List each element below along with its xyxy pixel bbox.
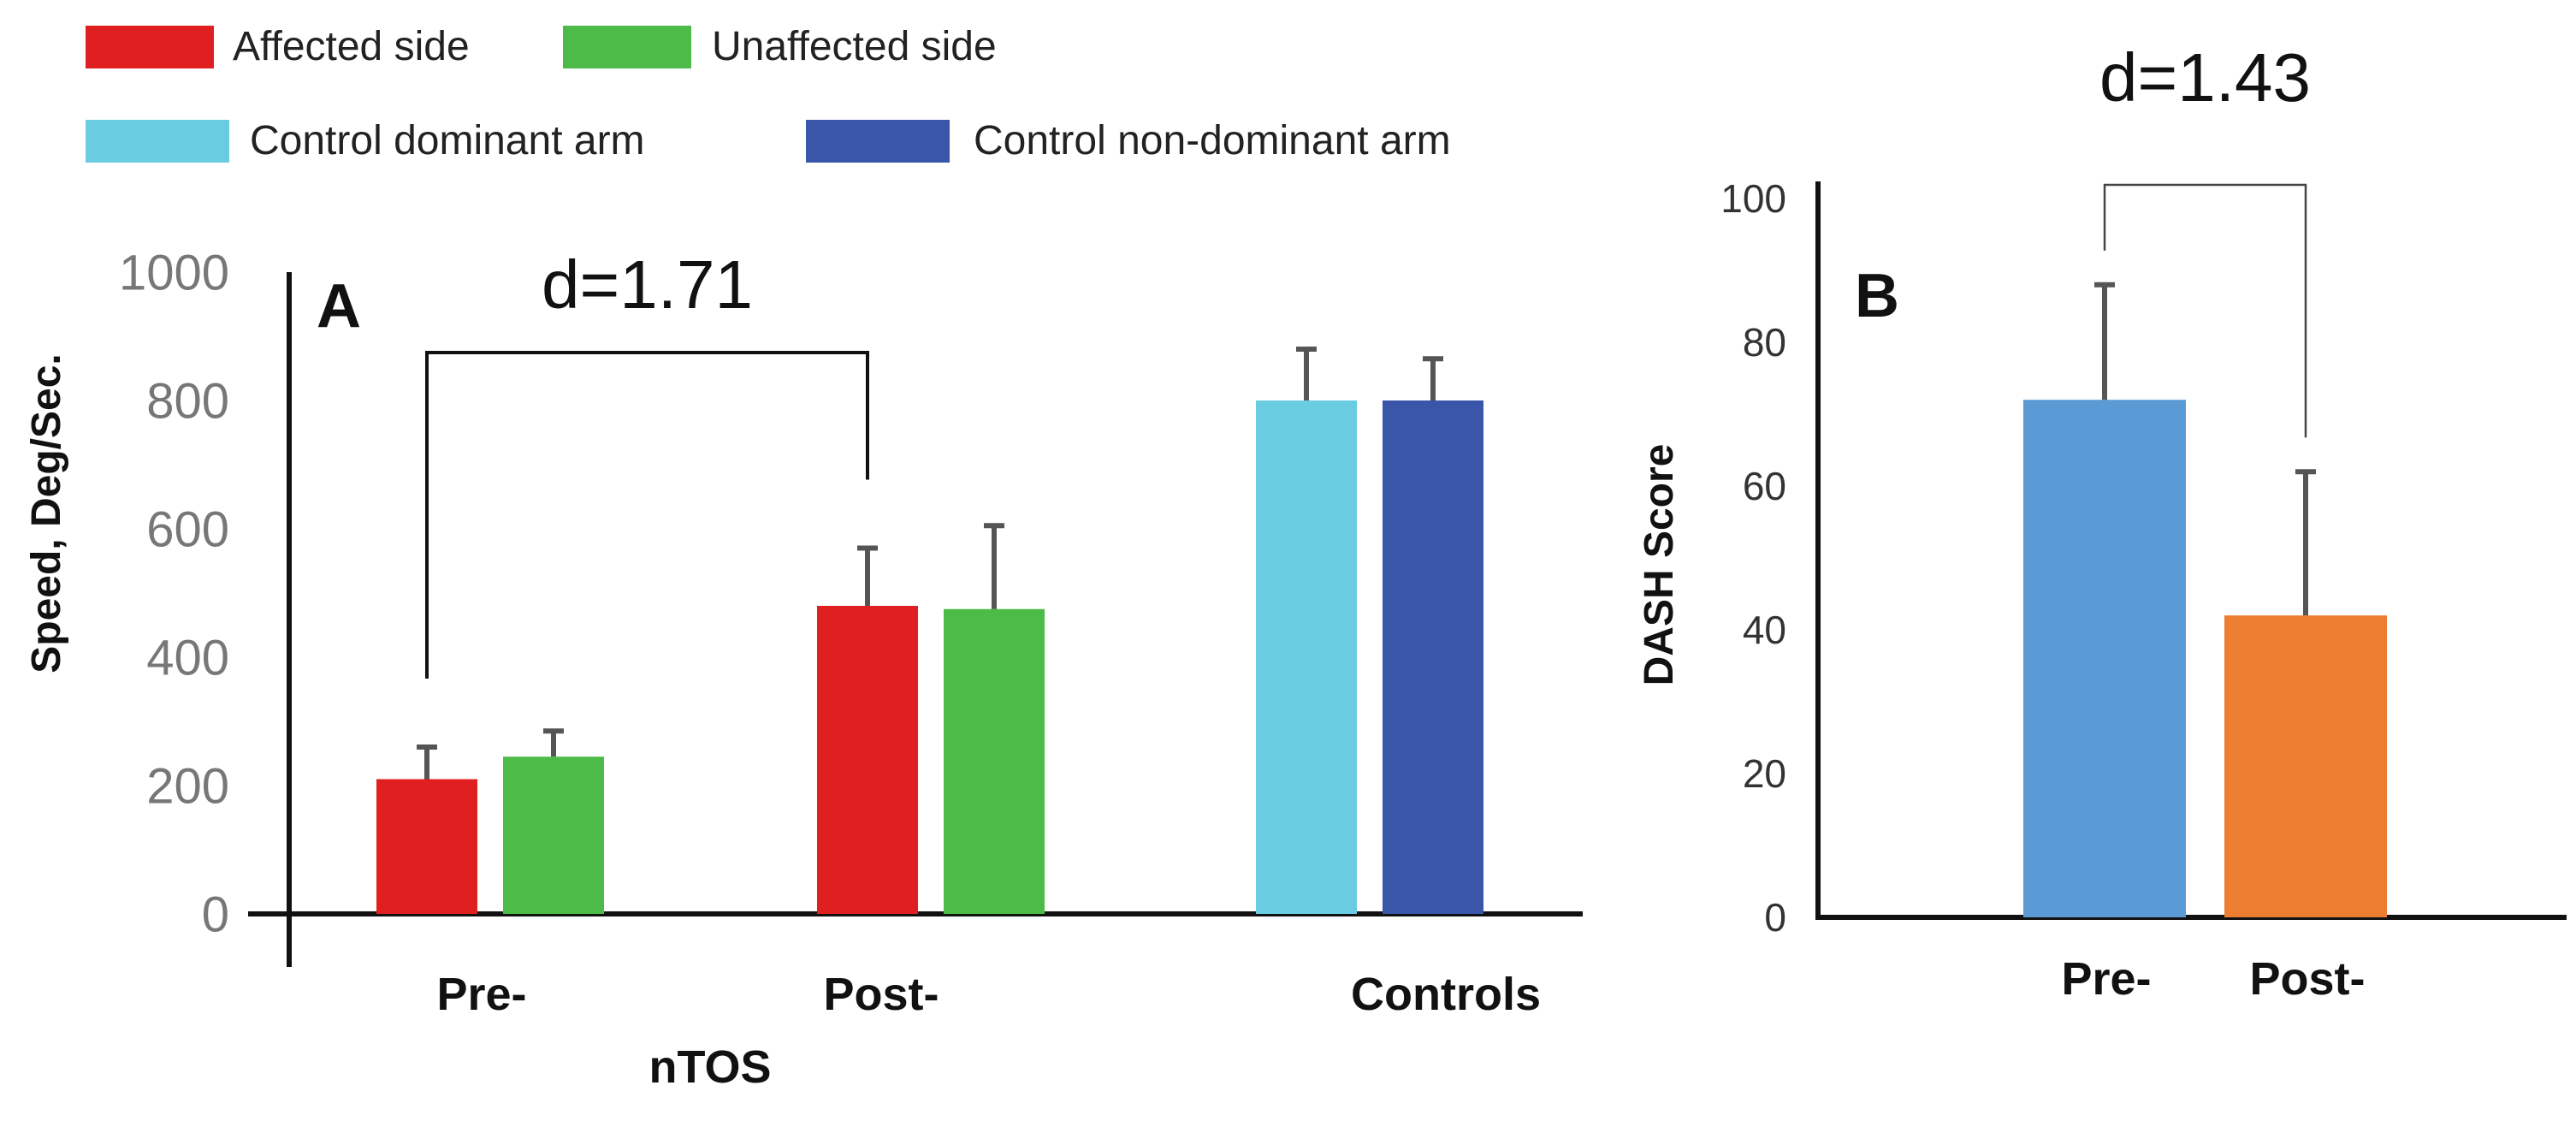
legend-swatch-unaffected — [563, 26, 691, 68]
panel-a-significance-bracket — [425, 351, 869, 679]
panel-b: B 0 20 40 60 80 100 DASH Score d=1.43 Pre- Pos… — [1637, 39, 2567, 1005]
panel-b-x-label: Post- — [2250, 953, 2366, 1005]
panel-a-y-tick-label: 0 — [202, 887, 229, 942]
panel-a-x-labels: Pre- Post- Controls — [436, 969, 1541, 1020]
panel-a-bar — [503, 756, 604, 914]
legend-swatch-affected — [86, 26, 214, 68]
panel-a-y-tick-label: 800 — [146, 373, 229, 429]
legend-label-control-nondominant: Control non-dominant arm — [974, 118, 1451, 163]
panel-b-label: B — [1855, 262, 1899, 330]
panel-b-x-labels: Pre- Post- — [2061, 953, 2365, 1005]
panel-b-y-tick-label: 60 — [1743, 464, 1786, 508]
legend-label-affected: Affected side — [233, 24, 470, 69]
panel-b-y-ticks: 0 20 40 60 80 100 — [1720, 176, 1786, 940]
legend: Affected side Unaffected side Control do… — [86, 24, 1451, 163]
legend-label-control-dominant: Control dominant arm — [250, 118, 645, 163]
panel-b-significance-bracket — [2103, 183, 2307, 438]
panel-a-error-bars — [417, 347, 1443, 780]
panel-a-x-label: Post- — [824, 969, 939, 1020]
panel-a: A 0 200 400 600 800 1000 Speed, Deg/Sec. d=1.… — [24, 245, 1583, 1093]
panel-a-group-title: nTOS — [648, 1041, 771, 1093]
panel-a-bar — [1256, 400, 1357, 914]
panel-b-y-tick-label: 20 — [1743, 751, 1786, 796]
legend-swatch-control-dominant — [86, 120, 229, 163]
panel-b-annotation: d=1.43 — [2099, 39, 2311, 438]
panel-a-effect-size: d=1.71 — [542, 246, 753, 323]
panel-a-label: A — [317, 272, 361, 341]
panel-a-bars — [376, 400, 1483, 914]
panel-a-y-tick-label: 1000 — [119, 245, 229, 300]
panel-a-y-tick-label: 200 — [146, 758, 229, 814]
panel-a-y-tick-label: 400 — [146, 630, 229, 685]
panel-b-y-tick-label: 40 — [1743, 608, 1786, 652]
panel-a-y-ticks: 0 200 400 600 800 1000 — [119, 245, 229, 942]
panel-a-x-label: Pre- — [436, 969, 526, 1020]
panel-a-x-label: Controls — [1351, 969, 1541, 1020]
panel-b-y-tick-label: 0 — [1764, 895, 1786, 940]
panel-b-bar — [2023, 400, 2186, 917]
panel-a-bar — [1383, 400, 1483, 914]
panel-b-effect-size: d=1.43 — [2099, 39, 2311, 116]
panel-a-bar — [376, 779, 477, 914]
panel-b-bars — [2023, 400, 2387, 917]
panel-b-x-label: Pre- — [2061, 953, 2151, 1005]
legend-label-unaffected: Unaffected side — [712, 24, 997, 69]
panel-b-error-bars — [2094, 282, 2316, 616]
panel-a-bar — [944, 608, 1045, 914]
panel-a-y-tick-label: 600 — [146, 501, 229, 557]
panel-b-y-axis-title: DASH Score — [1637, 444, 1682, 686]
panel-a-bar — [817, 606, 918, 914]
panel-b-y-tick-label: 80 — [1743, 320, 1786, 365]
panel-a-y-axis-title: Speed, Deg/Sec. — [24, 353, 69, 673]
panel-a-annotation: d=1.71 — [425, 246, 869, 679]
panel-b-bar — [2224, 615, 2387, 917]
panel-b-y-tick-label: 100 — [1720, 176, 1786, 221]
legend-swatch-control-nondominant — [806, 120, 950, 163]
